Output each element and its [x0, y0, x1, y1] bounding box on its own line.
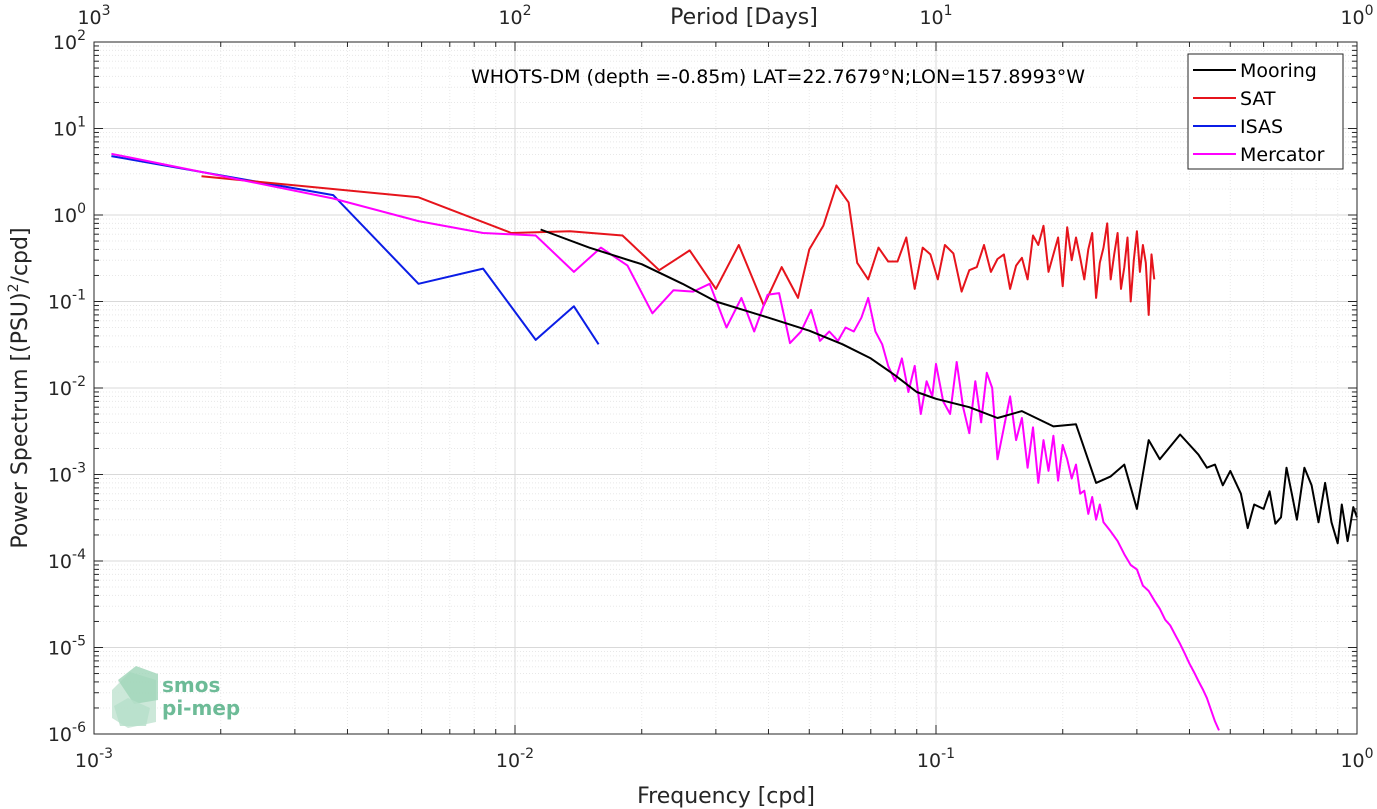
y-tick-label: 10-1: [48, 288, 86, 314]
legend: Mooring SAT ISAS Mercator: [1187, 53, 1344, 170]
y-tick-label-base: 10: [53, 119, 77, 141]
logo-text-pimep: pi-mep: [162, 696, 240, 720]
y-tick-label-exp: -1: [72, 288, 86, 304]
y-tick-label-base: 10: [48, 465, 72, 487]
y-tick-label: 10-4: [48, 547, 86, 573]
x-tick-label-base: 10: [75, 750, 99, 772]
x-tick-label-exp: -1: [941, 746, 955, 762]
x-tick-label-exp: -2: [520, 746, 534, 762]
top-tick-label-base: 10: [77, 7, 101, 29]
y-tick-label: 10-3: [48, 461, 86, 487]
x-tick-label: 10-3: [75, 746, 113, 772]
y-axis-label: Power Spectrum [(PSU)2/cpd]: [6, 227, 33, 548]
x-tick-label-base: 10: [1340, 750, 1364, 772]
x-tick-label-exp: -3: [99, 746, 113, 762]
top-tick-label-exp: 2: [523, 3, 532, 19]
smos-pimep-logo: smos pi-mep: [112, 666, 240, 728]
y-tick-label-exp: 2: [77, 28, 86, 44]
x-tick-label-exp: 0: [1365, 746, 1374, 762]
top-axis-label: Period [Days]: [670, 5, 818, 30]
top-tick-label-base: 10: [1340, 7, 1364, 29]
series-line-sat: [201, 175, 1156, 316]
y-tick-label-base: 10: [48, 292, 72, 314]
series-line-isas: [111, 155, 600, 345]
top-tick-label: 102: [498, 3, 531, 29]
top-tick-label-exp: 1: [944, 3, 953, 19]
y-tick-label: 10-6: [48, 720, 86, 746]
series-layer: [111, 152, 1358, 731]
y-tick-label: 100: [53, 201, 86, 227]
y-tick-label-exp: -3: [72, 461, 86, 477]
top-tick-label-exp: 3: [102, 3, 111, 19]
legend-box: [1187, 53, 1344, 170]
x-tick-label: 100: [1340, 746, 1373, 772]
y-tick-label: 101: [53, 115, 86, 141]
y-tick-label-exp: 1: [77, 115, 86, 131]
x-tick-label: 10-1: [917, 746, 955, 772]
top-tick-label: 100: [1340, 3, 1373, 29]
y-tick-label: 10-5: [48, 634, 86, 660]
top-tick-label-exp: 0: [1365, 3, 1374, 19]
legend-label-mooring: Mooring: [1240, 60, 1317, 82]
legend-label-isas: ISAS: [1240, 116, 1283, 138]
chart-title: WHOTS-DM (depth =-0.85m) LAT=22.7679°N;L…: [471, 66, 1085, 88]
y-tick-label-base: 10: [53, 32, 77, 54]
top-tick-label: 101: [919, 3, 952, 29]
top-tick-label: 103: [77, 3, 110, 29]
y-tick-label-exp: -5: [72, 634, 86, 650]
logo-text-smos: smos: [162, 673, 220, 697]
y-axis-label-tail: /cpd]: [8, 227, 33, 283]
y-tick-label: 10-2: [48, 374, 86, 400]
y-tick-label-exp: -4: [72, 547, 86, 563]
y-tick-label-exp: -6: [72, 720, 86, 736]
y-tick-label-exp: -2: [72, 374, 86, 390]
top-tick-label-base: 10: [498, 7, 522, 29]
y-tick-label-base: 10: [53, 205, 77, 227]
y-tick-label-base: 10: [48, 551, 72, 573]
x-tick-label-base: 10: [496, 750, 520, 772]
x-tick-label: 10-2: [496, 746, 534, 772]
x-tick-label-base: 10: [917, 750, 941, 772]
y-tick-label-base: 10: [48, 378, 72, 400]
y-tick-label-base: 10: [48, 638, 72, 660]
y-axis-label-sup: 2: [6, 283, 22, 292]
series-line-mooring: [540, 228, 1358, 545]
top-tick-label-base: 10: [919, 7, 943, 29]
x-axis-label: Frequency [cpd]: [637, 784, 815, 809]
y-tick-label-exp: 0: [77, 201, 86, 217]
axis-ticks: [93, 41, 1358, 735]
y-tick-label: 102: [53, 28, 86, 54]
y-tick-label-base: 10: [48, 724, 72, 746]
series-line-mercator: [111, 152, 1220, 731]
legend-label-sat: SAT: [1240, 88, 1276, 110]
legend-label-mercator: Mercator: [1240, 144, 1325, 166]
y-axis-label-main: Power Spectrum [(PSU): [8, 292, 33, 548]
